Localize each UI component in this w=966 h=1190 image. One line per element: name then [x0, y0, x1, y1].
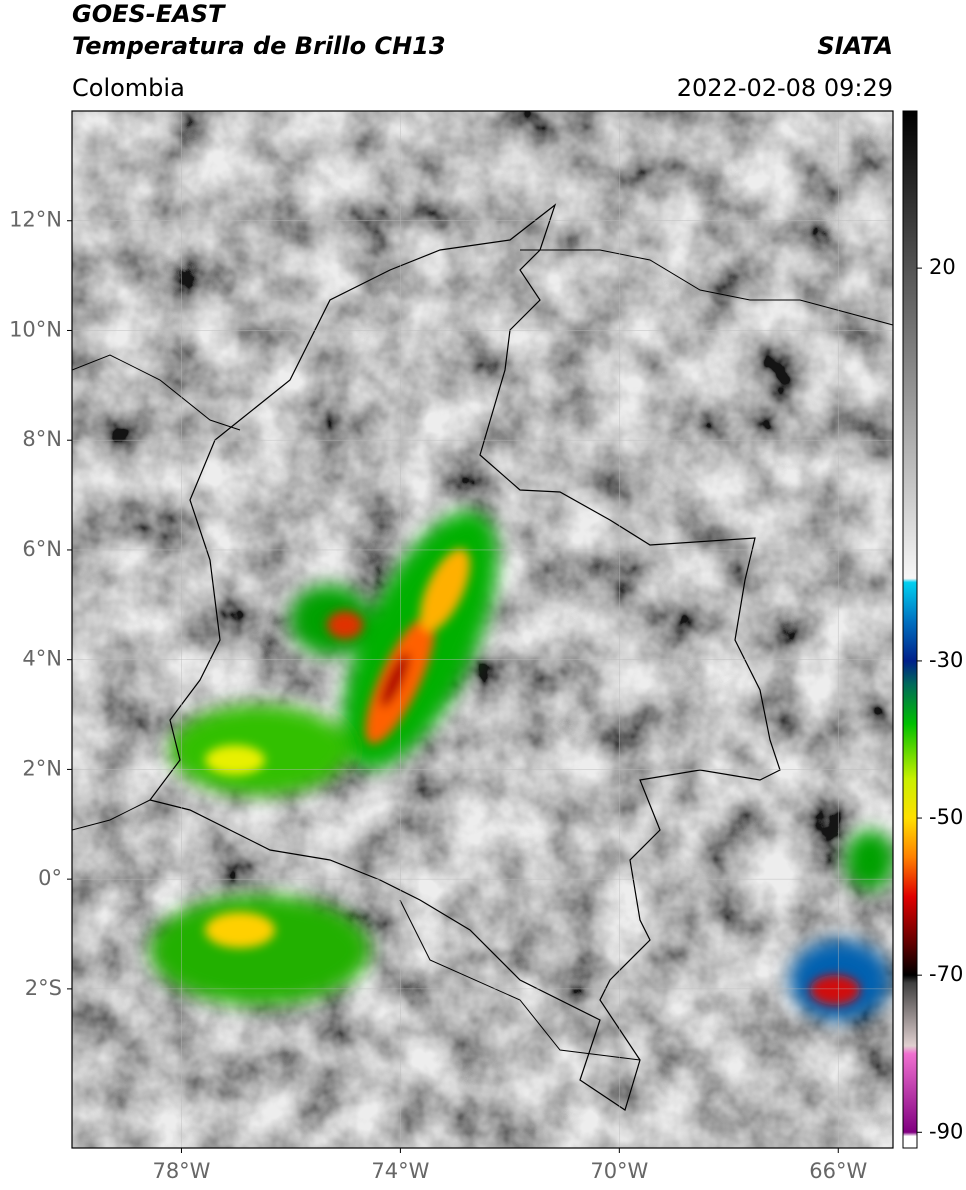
x-tick-label: 74°W	[371, 1159, 429, 1183]
colorbar-tick-label: -70	[929, 962, 963, 986]
y-tick-label: 8°N	[22, 427, 62, 451]
x-tick-label: 66°W	[809, 1159, 867, 1183]
y-tick-label: 0°	[38, 866, 62, 890]
source: SIATA	[817, 32, 893, 60]
grid	[72, 111, 893, 1148]
y-tick-label: 6°N	[22, 537, 62, 561]
colorbar-tick-label: -90	[929, 1119, 963, 1143]
colorbar-tick-label: -50	[929, 805, 963, 829]
satellite-image	[72, 111, 893, 1148]
region: Colombia	[72, 74, 185, 102]
y-tick-label: 12°N	[9, 208, 62, 232]
y-tick-label: 2°N	[22, 756, 62, 780]
y-tick-label: 2°S	[25, 976, 62, 1000]
datetime: 2022-02-08 09:29	[677, 74, 893, 102]
y-tick-label: 4°N	[22, 647, 62, 671]
storm-cores	[205, 548, 860, 1005]
title: GOES-EAST	[72, 0, 226, 28]
colorbar-tick-label: -30	[929, 648, 963, 672]
x-tick-label: 78°W	[152, 1159, 210, 1183]
y-tick-label: 10°N	[9, 317, 62, 341]
subtitle: Temperatura de Brillo CH13	[72, 32, 446, 60]
map-frame	[71, 110, 894, 1149]
colorbar	[902, 110, 918, 1149]
coastlines	[72, 249, 893, 1061]
x-tick-label: 70°W	[590, 1159, 648, 1183]
colombia-border	[148, 203, 781, 1111]
colorbar-tick-label: 20	[929, 255, 956, 279]
